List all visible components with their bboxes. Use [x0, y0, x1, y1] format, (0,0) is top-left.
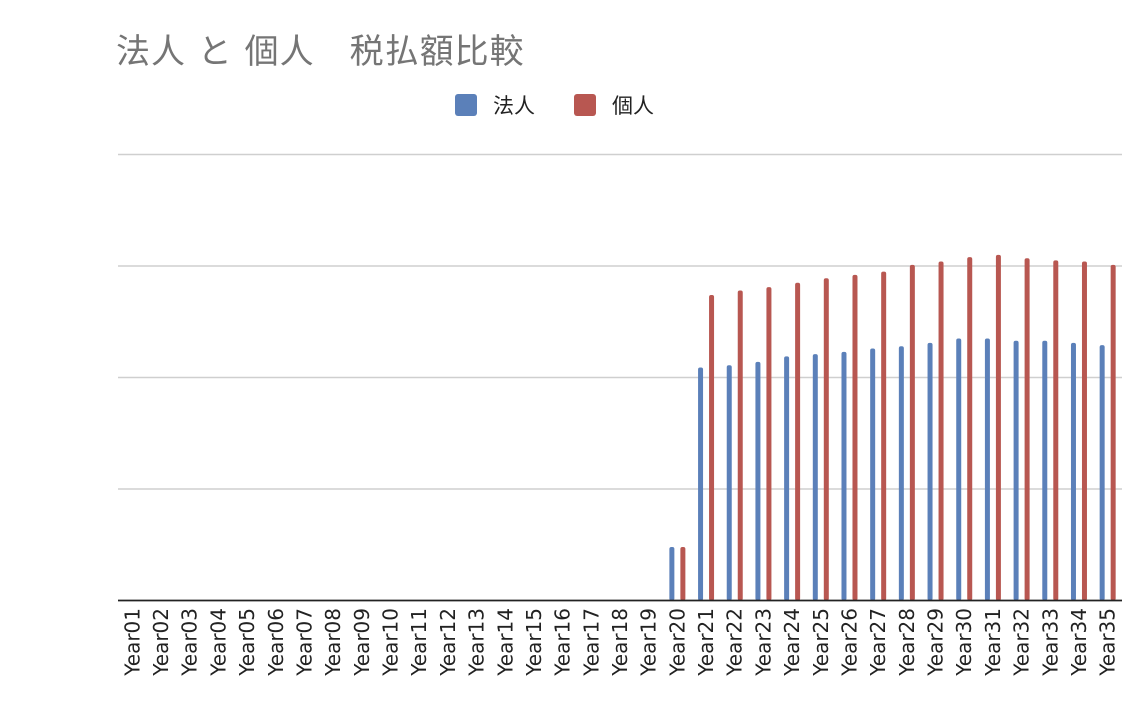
- bar-houjin-Year29: [927, 342, 933, 601]
- x-tick-label: Year34: [1067, 608, 1091, 677]
- bar-kojin-Year20: [680, 546, 686, 601]
- legend-swatch-houjin: [455, 94, 477, 116]
- x-tick-label: Year25: [809, 608, 833, 677]
- x-tick-label: Year09: [350, 608, 374, 677]
- bar-kojin-Year35: [1110, 264, 1116, 601]
- x-tick-label: Year03: [178, 608, 202, 677]
- legend-label-kojin: 個人: [612, 94, 654, 118]
- x-tick-label: Year04: [206, 608, 230, 677]
- bar-kojin-Year30: [967, 257, 973, 601]
- x-tick-label: Year26: [837, 608, 861, 677]
- x-tick-label: Year06: [264, 608, 288, 677]
- bar-kojin-Year25: [823, 278, 829, 601]
- x-tick-label: Year16: [551, 608, 575, 677]
- bar-kojin-Year23: [766, 287, 772, 601]
- x-tick-label: Year30: [952, 608, 976, 677]
- x-tick-label: Year31: [981, 608, 1005, 677]
- legend-item-kojin: 個人: [574, 90, 654, 120]
- bar-kojin-Year22: [737, 290, 743, 601]
- legend: 法人 個人: [0, 90, 1138, 120]
- x-tick-label: Year12: [436, 608, 460, 677]
- x-tick-label: Year01: [120, 608, 144, 677]
- bar-kojin-Year28: [909, 264, 915, 601]
- x-tick-label: Year28: [895, 608, 919, 677]
- bar-houjin-Year23: [755, 361, 761, 601]
- x-tick-label: Year27: [866, 608, 890, 677]
- bar-houjin-Year25: [812, 354, 818, 601]
- x-tick-label: Year33: [1038, 608, 1062, 677]
- bar-houjin-Year20: [669, 546, 675, 601]
- x-tick-label: Year32: [1010, 608, 1034, 677]
- x-tick-label: Year22: [723, 608, 747, 677]
- bar-houjin-Year27: [870, 348, 876, 601]
- x-tick-label: Year14: [493, 608, 517, 677]
- bar-houjin-Year35: [1099, 345, 1105, 601]
- legend-item-houjin: 法人: [455, 90, 535, 120]
- bar-kojin-Year33: [1053, 260, 1059, 601]
- bar-houjin-Year26: [841, 351, 847, 601]
- x-tick-label: Year11: [407, 608, 431, 677]
- bar-kojin-Year26: [852, 274, 858, 601]
- bar-kojin-Year24: [795, 282, 801, 601]
- x-tick-label: Year23: [751, 608, 775, 677]
- legend-swatch-kojin: [574, 94, 596, 116]
- bar-houjin-Year24: [784, 356, 790, 601]
- x-tick-label: Year02: [149, 608, 173, 677]
- x-tick-label: Year35: [1096, 608, 1120, 677]
- bar-kojin-Year27: [881, 271, 887, 601]
- bar-houjin-Year22: [726, 365, 732, 601]
- bar-kojin-Year21: [709, 294, 715, 601]
- x-tick-label: Year15: [522, 608, 546, 677]
- x-tick-label: Year13: [465, 608, 489, 677]
- x-tick-label: Year19: [637, 608, 661, 677]
- x-tick-label: Year05: [235, 608, 259, 677]
- x-tick-label: Year29: [924, 608, 948, 677]
- x-tick-label: Year24: [780, 608, 804, 677]
- x-tick-label: Year18: [608, 608, 632, 677]
- x-tick-label: Year17: [579, 608, 603, 677]
- x-tick-label: Year21: [694, 608, 718, 677]
- bar-houjin-Year34: [1070, 342, 1076, 601]
- bar-kojin-Year32: [1024, 258, 1030, 601]
- bar-houjin-Year31: [984, 338, 990, 601]
- chart-title: 法人 と 個人 税払額比較: [116, 32, 525, 72]
- bar-houjin-Year28: [898, 346, 904, 601]
- x-tick-label: Year10: [379, 608, 403, 677]
- bar-houjin-Year21: [698, 367, 704, 601]
- bar-houjin-Year32: [1013, 340, 1019, 601]
- bar-kojin-Year34: [1081, 261, 1087, 601]
- legend-label-houjin: 法人: [493, 94, 535, 118]
- x-tick-label: Year08: [321, 608, 345, 677]
- x-tick-label: Year20: [665, 608, 689, 677]
- x-tick-label: Year07: [292, 608, 316, 677]
- bar-houjin-Year30: [956, 338, 962, 601]
- bar-houjin-Year33: [1042, 340, 1048, 601]
- bar-kojin-Year31: [995, 254, 1001, 601]
- bar-kojin-Year29: [938, 261, 944, 601]
